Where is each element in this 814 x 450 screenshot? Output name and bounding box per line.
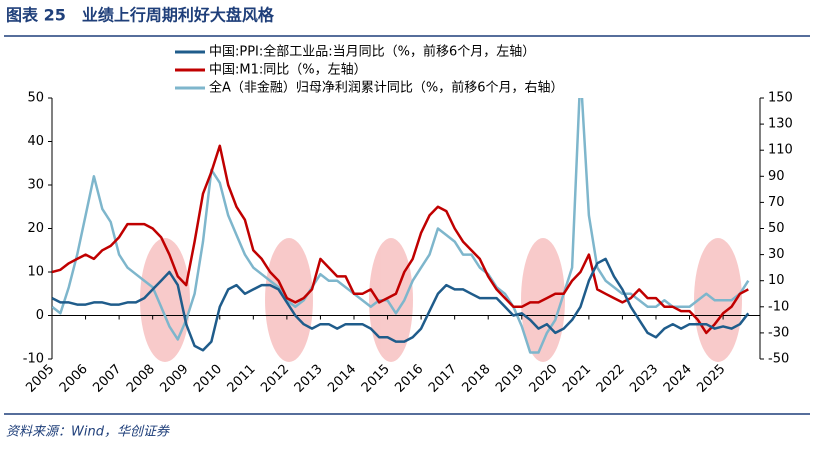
x-tick-label: 2007 [90, 362, 124, 396]
y-tick-label: 50 [27, 91, 44, 106]
x-tick-label: 2022 [594, 362, 628, 396]
y2-tick-label: -50 [768, 352, 789, 367]
y2-tick-label: 10 [768, 273, 785, 288]
legend-label: 中国:PPI:全部工业品:当月同比（%，前移6个月，左轴） [209, 44, 535, 60]
y2-tick-label: 50 [768, 221, 785, 236]
y-tick-label: 30 [27, 178, 44, 193]
x-tick-label: 2025 [694, 362, 728, 396]
legend-label: 中国:M1:同比（%，左轴） [209, 63, 367, 78]
y2-tick-label: 110 [768, 143, 793, 158]
source: 资料来源：Wind，华创证券 [6, 425, 170, 440]
y-tick-label: -10 [23, 352, 44, 367]
y2-tick-label: -10 [768, 299, 789, 314]
legend-label: 全A（非金融）归母净利润累计同比（%，前移6个月，右轴） [209, 80, 564, 96]
y2-tick-label: 130 [768, 117, 793, 132]
x-tick-label: 2018 [460, 362, 494, 396]
x-tick-label: 2021 [560, 362, 594, 396]
highlight [140, 238, 190, 362]
x-tick-label: 2019 [493, 362, 527, 396]
y-tick-label: 10 [27, 265, 44, 280]
x-tick-label: 2016 [392, 362, 426, 396]
y2-tick-label: 90 [768, 169, 785, 184]
x-tick-label: 2006 [57, 362, 91, 396]
y2-tick-label: -30 [768, 325, 789, 340]
series-line [52, 257, 750, 352]
x-tick-label: 2024 [661, 362, 695, 396]
x-tick-label: 2012 [258, 362, 292, 396]
x-tick-label: 2013 [292, 362, 326, 396]
y-tick-label: 0 [36, 308, 44, 323]
highlight [369, 238, 413, 362]
x-tick-label: 2009 [158, 362, 192, 396]
y-tick-label: 20 [27, 221, 44, 236]
x-tick-label: 2005 [23, 362, 57, 396]
chart-title: 图表 25 业绩上行周期利好大盘风格 [6, 6, 275, 25]
x-tick-label: 2010 [191, 362, 225, 396]
highlights [140, 238, 742, 362]
y2-tick-label: 70 [768, 195, 785, 210]
y-tick-label: 40 [27, 134, 44, 149]
y2-tick-label: 150 [768, 91, 793, 106]
x-tick-label: 2014 [325, 362, 359, 396]
x-tick-label: 2011 [225, 362, 259, 396]
series-line [52, 144, 749, 335]
x-tick-label: 2017 [426, 362, 460, 396]
x-tick-label: 2015 [359, 362, 393, 396]
y2-tick-label: 30 [768, 247, 785, 262]
x-tick-label: 2020 [527, 362, 561, 396]
x-tick-label: 2023 [627, 362, 661, 396]
x-tick-label: 2008 [124, 362, 158, 396]
plot-area [52, 98, 750, 354]
